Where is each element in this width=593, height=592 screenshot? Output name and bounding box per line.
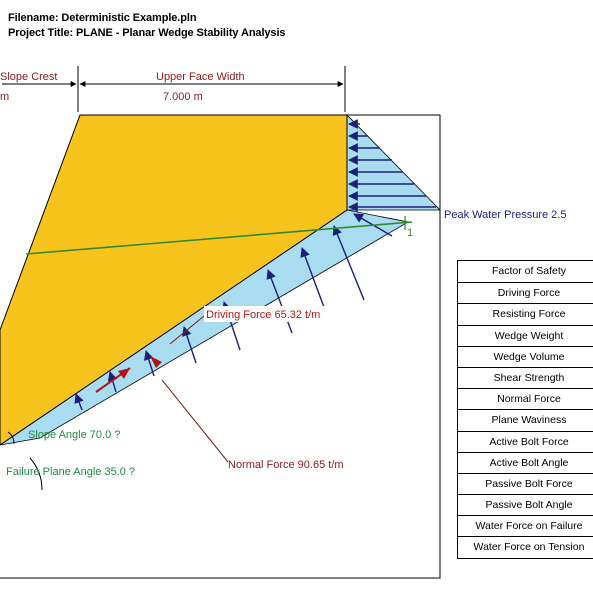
table-row-shear-strength: Shear Strength bbox=[458, 366, 593, 388]
failure-plane-angle-arc bbox=[29, 457, 43, 491]
slope-angle-arc bbox=[7, 431, 15, 445]
slope-crest-label: Slope Crest bbox=[0, 71, 57, 83]
table-row-factor-of-safety: Factor of Safety bbox=[491, 265, 567, 277]
tension-marker-label: 1 bbox=[407, 227, 413, 239]
slope-angle-label: Slope Angle 70.0 ? bbox=[28, 429, 120, 441]
driving-force-leader bbox=[169, 315, 205, 345]
tension-line bbox=[25, 221, 413, 255]
driving-force-label-bg bbox=[204, 306, 364, 322]
results-table: Factor of Safety Driving Force Resisting… bbox=[457, 260, 593, 559]
table-row-active-bolt-force: Active Bolt Force bbox=[458, 430, 593, 452]
failure-plane-angle-label: Failure Plane Angle 35.0 ? bbox=[6, 466, 135, 478]
project-title-label: Project Title: PLANE - Planar Wedge Stab… bbox=[8, 27, 286, 39]
table-row-normal-force: Normal Force bbox=[458, 388, 593, 409]
table-row-wedge-weight: Wedge Weight bbox=[458, 324, 593, 346]
filename-label: Filename: Deterministic Example.pln bbox=[8, 12, 197, 24]
upper-face-width-value: 7.000 m bbox=[163, 91, 203, 103]
normal-force-label: Normal Force 90.65 t/m bbox=[228, 459, 344, 471]
table-row-active-bolt-angle: Active Bolt Angle bbox=[458, 451, 593, 473]
slope-crest-value: m bbox=[0, 91, 9, 103]
tension-crack-water-arrows bbox=[348, 119, 436, 212]
sliding-wedge bbox=[0, 114, 348, 446]
table-row-water-force-failure: Water Force on Failure bbox=[458, 515, 593, 536]
driving-force-label: Driving Force 65.32 t/m bbox=[206, 309, 320, 321]
normal-force-arrowhead bbox=[150, 356, 162, 368]
model-boundary bbox=[0, 114, 441, 579]
table-row-plane-waviness: Plane Waviness bbox=[458, 409, 593, 430]
table-row-passive-bolt-force: Passive Bolt Force bbox=[458, 472, 593, 494]
table-row-wedge-volume: Wedge Volume bbox=[458, 345, 593, 367]
table-row-passive-bolt-angle: Passive Bolt Angle bbox=[458, 494, 593, 515]
table-row-water-force-tension: Water Force on Tension bbox=[458, 536, 593, 557]
table-row-driving-force: Driving Force bbox=[458, 282, 593, 303]
driving-force-arrowhead bbox=[118, 368, 130, 379]
peak-water-pressure-label: Peak Water Pressure 2.5 bbox=[444, 209, 566, 221]
normal-force-leader bbox=[161, 379, 229, 463]
table-row-resisting-force: Resisting Force bbox=[458, 303, 593, 324]
dimension-lines bbox=[2, 66, 346, 112]
upper-face-width-label: Upper Face Width bbox=[156, 71, 245, 83]
